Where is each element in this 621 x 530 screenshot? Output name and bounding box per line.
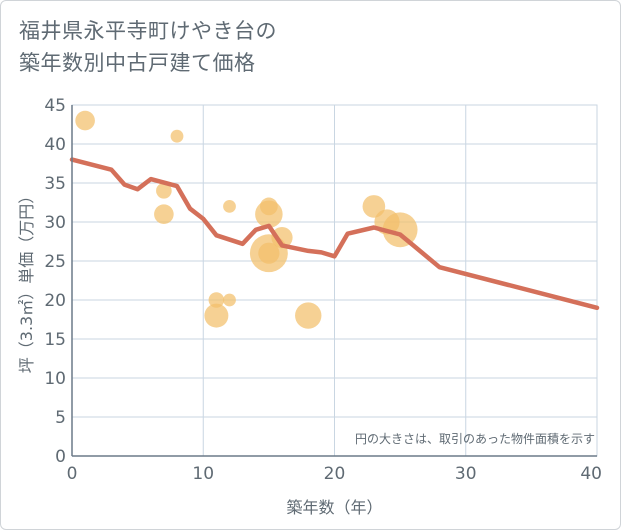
y-tick-15: 15 xyxy=(44,330,66,350)
bubble-13 xyxy=(271,226,293,249)
bubble-17 xyxy=(382,212,418,248)
x-tick-30: 30 xyxy=(455,464,477,484)
chart-title-line-2: 築年数別中古戸建て価格 xyxy=(19,51,256,75)
bubble-8 xyxy=(204,303,229,328)
x-tick-40: 40 xyxy=(580,464,602,484)
y-tick-20: 20 xyxy=(44,291,66,311)
bubble-6 xyxy=(208,292,225,308)
chart-title-line-1: 福井県永平寺町けやき台の xyxy=(19,19,277,43)
size-note: 円の大きさは、取引のあった物件面積を示す xyxy=(355,431,595,446)
y-tick-5: 5 xyxy=(55,408,66,428)
bubble-7 xyxy=(223,293,236,307)
x-tick-0: 0 xyxy=(67,464,78,484)
y-tick-35: 35 xyxy=(44,174,66,194)
bubble-3 xyxy=(156,182,172,199)
bubble-1 xyxy=(75,110,95,131)
chart-title: 福井県永平寺町けやき台の 築年数別中古戸建て価格 xyxy=(19,15,277,79)
y-tick-10: 10 xyxy=(44,369,66,389)
trend-line-layer xyxy=(69,157,600,311)
y-tick-0: 0 xyxy=(55,447,66,467)
y-axis-label: 坪（3.3㎡）単価（万円） xyxy=(17,188,36,373)
series-line-1 xyxy=(69,157,600,311)
axes xyxy=(71,105,597,457)
bubble-10 xyxy=(255,200,283,228)
y-tick-40: 40 xyxy=(44,135,66,155)
tick-labels: 0 5 10 15 20 25 30 35 40 45 0 10 20 30 40 xyxy=(44,96,602,484)
bubble-5 xyxy=(223,200,236,213)
bubble-12 xyxy=(258,242,280,264)
x-tick-20: 20 xyxy=(324,464,346,484)
bubble-4 xyxy=(154,204,174,224)
y-tick-30: 30 xyxy=(44,213,66,233)
y-tick-45: 45 xyxy=(44,96,66,116)
bubbles-layer xyxy=(75,110,418,329)
bubble-14 xyxy=(295,302,322,329)
x-tick-10: 10 xyxy=(192,464,214,484)
x-axis-label: 築年数（年） xyxy=(286,498,382,517)
y-tick-25: 25 xyxy=(44,252,66,272)
bubble-2 xyxy=(170,129,184,143)
grid-lines xyxy=(71,104,598,457)
